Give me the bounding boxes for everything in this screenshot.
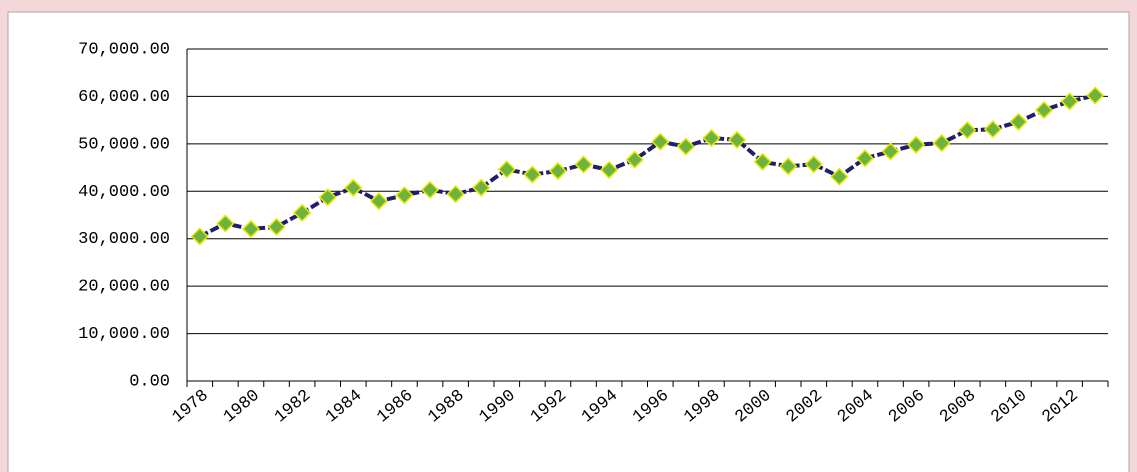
y-tick-label: 60,000.00 (78, 88, 170, 107)
marker (983, 120, 1002, 139)
marker (727, 130, 747, 149)
marker (830, 167, 849, 186)
marker (1086, 86, 1105, 105)
y-tick-label: 10,000.00 (78, 325, 170, 344)
y-tick-label: 40,000.00 (78, 183, 170, 202)
marker (651, 132, 670, 151)
marker (241, 219, 261, 239)
marker (472, 178, 491, 197)
marker (600, 160, 619, 179)
y-tick-label: 0.00 (129, 372, 170, 391)
marker (446, 185, 465, 204)
marker (497, 160, 516, 179)
marker (395, 186, 414, 205)
marker (190, 227, 209, 246)
marker (574, 155, 593, 174)
marker (907, 135, 926, 154)
chart-panel (7, 11, 1130, 472)
marker (779, 157, 798, 176)
marker (1034, 101, 1054, 120)
marker (932, 134, 951, 153)
marker (523, 165, 542, 184)
marker (676, 137, 695, 156)
marker (855, 149, 875, 168)
marker (369, 192, 388, 211)
marker (293, 203, 312, 222)
y-tick-label: 30,000.00 (78, 230, 170, 249)
marker (958, 121, 977, 140)
marker (881, 142, 900, 161)
y-tick-label: 50,000.00 (78, 135, 170, 154)
marker (625, 150, 644, 169)
marker (548, 161, 568, 181)
marker (702, 128, 721, 148)
marker (1060, 92, 1079, 111)
y-tick-label: 20,000.00 (78, 278, 170, 297)
marker (267, 217, 286, 236)
marker (318, 188, 337, 207)
marker (216, 214, 235, 233)
marker (420, 180, 440, 199)
marker (804, 155, 823, 174)
marker (1009, 112, 1028, 131)
marker (753, 152, 772, 171)
y-tick-label: 70,000.00 (78, 40, 170, 59)
marker (344, 178, 363, 197)
